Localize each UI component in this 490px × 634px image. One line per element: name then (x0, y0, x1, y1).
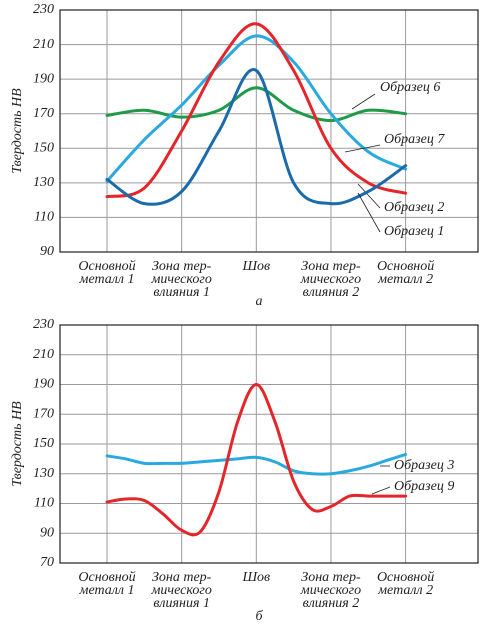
x-tick-label: Зона тер-мического влияния 1 (150, 570, 211, 611)
series-line (105, 68, 408, 206)
y-axis-title: Твердость HB (10, 401, 25, 487)
series-label: Образец 1 (384, 224, 444, 239)
leader-line (351, 93, 376, 110)
y-tick-label: 210 (33, 37, 54, 52)
y-tick-label: 150 (33, 141, 54, 156)
leader-line (357, 192, 381, 233)
series-line (105, 22, 408, 199)
y-tick-label: 90 (40, 525, 54, 540)
plot-frame (59, 9, 479, 253)
plot-frame (59, 324, 479, 564)
subtitle: а (256, 294, 263, 309)
leader-line (344, 144, 381, 153)
x-tick-label: Зона тер-мического влияния 2 (300, 259, 361, 300)
series-label: Образец 2 (384, 200, 444, 215)
series-label: Образец 9 (394, 479, 454, 494)
x-tick-label: Основной металл 2 (377, 259, 434, 287)
y-tick-label: 130 (33, 466, 54, 481)
x-tick-label: Основной металл 2 (377, 570, 434, 598)
x-tick-label: Основной металл 1 (78, 259, 135, 287)
series-line (105, 86, 408, 123)
y-tick-label: 150 (33, 436, 54, 451)
x-tick-label: Зона тер-мического влияния 1 (150, 259, 211, 300)
series-label: Образец 6 (380, 80, 440, 95)
series-line (105, 34, 408, 183)
y-tick-label: 190 (33, 377, 54, 392)
y-tick-label: 170 (33, 106, 54, 121)
y-tick-label: 70 (40, 555, 54, 570)
x-tick-label: Шов (241, 259, 270, 274)
y-tick-label: 110 (34, 496, 54, 511)
leader-line (371, 486, 391, 495)
y-tick-label: 230 (33, 2, 54, 17)
y-tick-label: 210 (33, 347, 54, 362)
y-tick-label: 130 (33, 175, 54, 190)
x-tick-label: Шов (241, 570, 270, 585)
x-tick-label: Основной металл 1 (78, 570, 135, 598)
leader-line (357, 183, 381, 209)
y-tick-label: 110 (34, 210, 54, 225)
y-tick-label: 90 (40, 244, 54, 259)
series-line (105, 382, 408, 537)
subtitle: б (255, 609, 263, 624)
series-line (105, 452, 408, 476)
y-tick-label: 190 (33, 71, 54, 86)
y-axis-title: Твердость HB (10, 88, 25, 174)
x-tick-label: Зона тер-мического влияния 2 (300, 570, 361, 611)
series-label: Образец 3 (394, 458, 454, 473)
series-label: Образец 7 (384, 132, 445, 147)
y-tick-label: 170 (33, 406, 54, 421)
y-tick-label: 230 (33, 317, 54, 332)
